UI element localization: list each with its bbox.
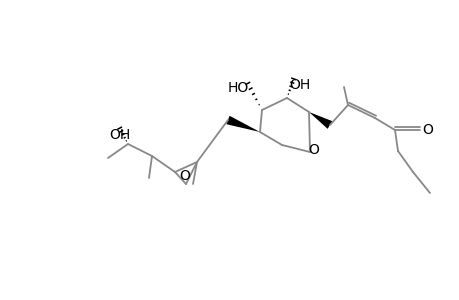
- Text: HO: HO: [227, 81, 248, 95]
- Text: OH: OH: [109, 128, 130, 142]
- Text: O: O: [308, 143, 319, 157]
- Polygon shape: [308, 112, 332, 129]
- Text: OH: OH: [289, 78, 310, 92]
- Text: O: O: [179, 169, 190, 183]
- Polygon shape: [226, 116, 259, 132]
- Text: O: O: [422, 123, 432, 137]
